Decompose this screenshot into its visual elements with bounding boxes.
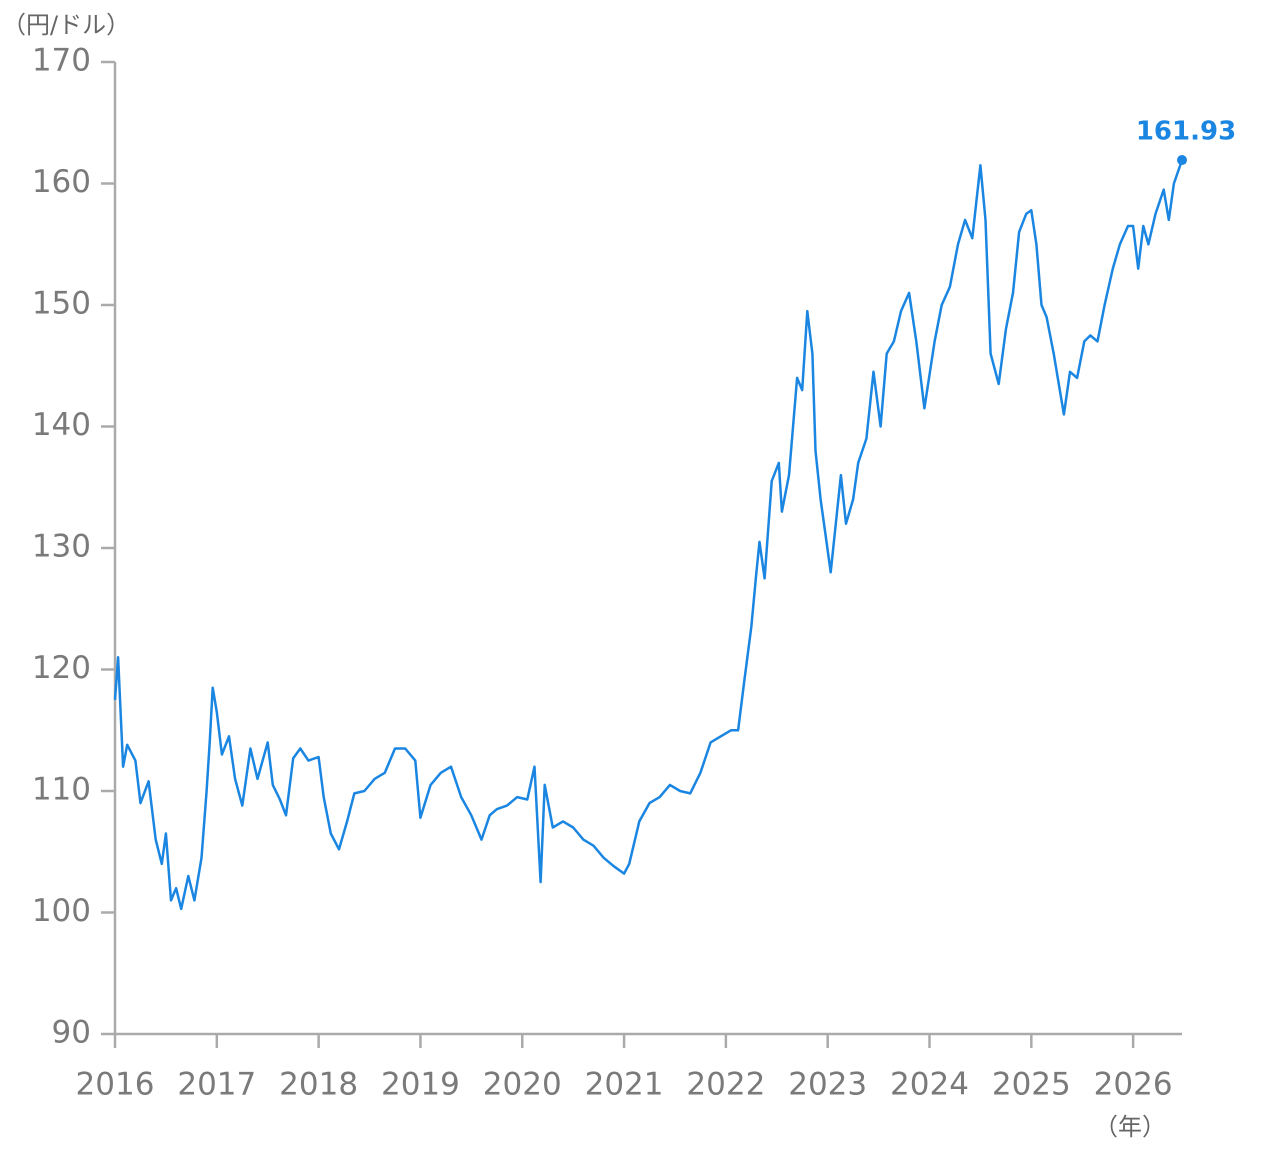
y-tick-label: 150 (32, 286, 91, 322)
y-tick-label: 100 (32, 893, 91, 929)
x-tick-label: 2023 (788, 1067, 867, 1103)
x-tick-label: 2021 (585, 1067, 664, 1103)
y-tick-label: 170 (32, 43, 91, 79)
y-tick-label: 160 (32, 164, 91, 200)
x-tick-label: 2024 (890, 1067, 969, 1103)
x-tick-label: 2017 (177, 1067, 256, 1103)
x-tick-label: 2026 (1094, 1067, 1173, 1103)
y-tick-label: 120 (32, 650, 91, 686)
x-tick-label: 2019 (381, 1067, 460, 1103)
x-tick-label: 2025 (992, 1067, 1071, 1103)
y-tick-label: 110 (32, 772, 91, 808)
y-axis-label: （円/ドル） (2, 11, 130, 39)
x-tick-label: 2018 (279, 1067, 358, 1103)
y-tick-label: 140 (32, 407, 91, 443)
x-tick-label: 2016 (76, 1067, 155, 1103)
y-tick-label: 130 (32, 529, 91, 565)
last-value-label: 161.93 (1136, 117, 1236, 147)
x-tick-label: 2022 (686, 1067, 765, 1103)
price-line (113, 159, 1184, 911)
x-tick-label: 2020 (483, 1067, 562, 1103)
y-tick-label: 90 (52, 1015, 91, 1051)
x-axis-label: （年） (1094, 1113, 1166, 1141)
last-point (1177, 155, 1187, 166)
